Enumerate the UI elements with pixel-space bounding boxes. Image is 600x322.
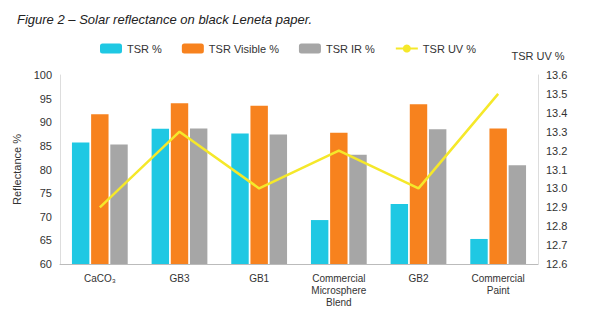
svg-text:Paint: Paint [487, 285, 510, 296]
svg-text:13.4: 13.4 [546, 107, 567, 119]
svg-text:85: 85 [40, 140, 52, 152]
svg-text:100: 100 [34, 69, 52, 81]
svg-text:65: 65 [40, 234, 52, 246]
svg-text:TSR UV %: TSR UV % [423, 43, 476, 55]
svg-text:Commercial: Commercial [471, 273, 524, 284]
svg-text:70: 70 [40, 211, 52, 223]
svg-text:12.7: 12.7 [546, 239, 567, 251]
svg-text:80: 80 [40, 164, 52, 176]
svg-text:13.6: 13.6 [546, 69, 567, 81]
svg-text:Reflectance %: Reflectance % [11, 134, 23, 205]
svg-text:13.3: 13.3 [546, 126, 567, 138]
svg-text:Commercial: Commercial [312, 273, 365, 284]
svg-text:95: 95 [40, 93, 52, 105]
svg-text:GB2: GB2 [408, 273, 428, 284]
svg-text:Figure 2 – Solar reflectance o: Figure 2 – Solar reflectance on black Le… [17, 12, 312, 27]
svg-text:75: 75 [40, 187, 52, 199]
svg-text:TSR UV %: TSR UV % [511, 50, 564, 62]
svg-text:13.0: 13.0 [546, 182, 567, 194]
svg-text:Blend: Blend [326, 297, 352, 308]
svg-text:TSR Visible %: TSR Visible % [209, 43, 279, 55]
svg-text:13.2: 13.2 [546, 145, 567, 157]
svg-text:GB1: GB1 [249, 273, 269, 284]
svg-text:12.8: 12.8 [546, 220, 567, 232]
svg-text:12.6: 12.6 [546, 258, 567, 270]
svg-text:Microsphere: Microsphere [311, 285, 366, 296]
svg-text:13.1: 13.1 [546, 164, 567, 176]
svg-text:CaCO₃: CaCO₃ [84, 273, 116, 284]
svg-text:TSR %: TSR % [127, 43, 162, 55]
svg-text:12.9: 12.9 [546, 201, 567, 213]
svg-text:90: 90 [40, 116, 52, 128]
svg-text:GB3: GB3 [169, 273, 189, 284]
svg-text:60: 60 [40, 258, 52, 270]
svg-text:13.5: 13.5 [546, 88, 567, 100]
svg-text:TSR IR %: TSR IR % [326, 43, 375, 55]
